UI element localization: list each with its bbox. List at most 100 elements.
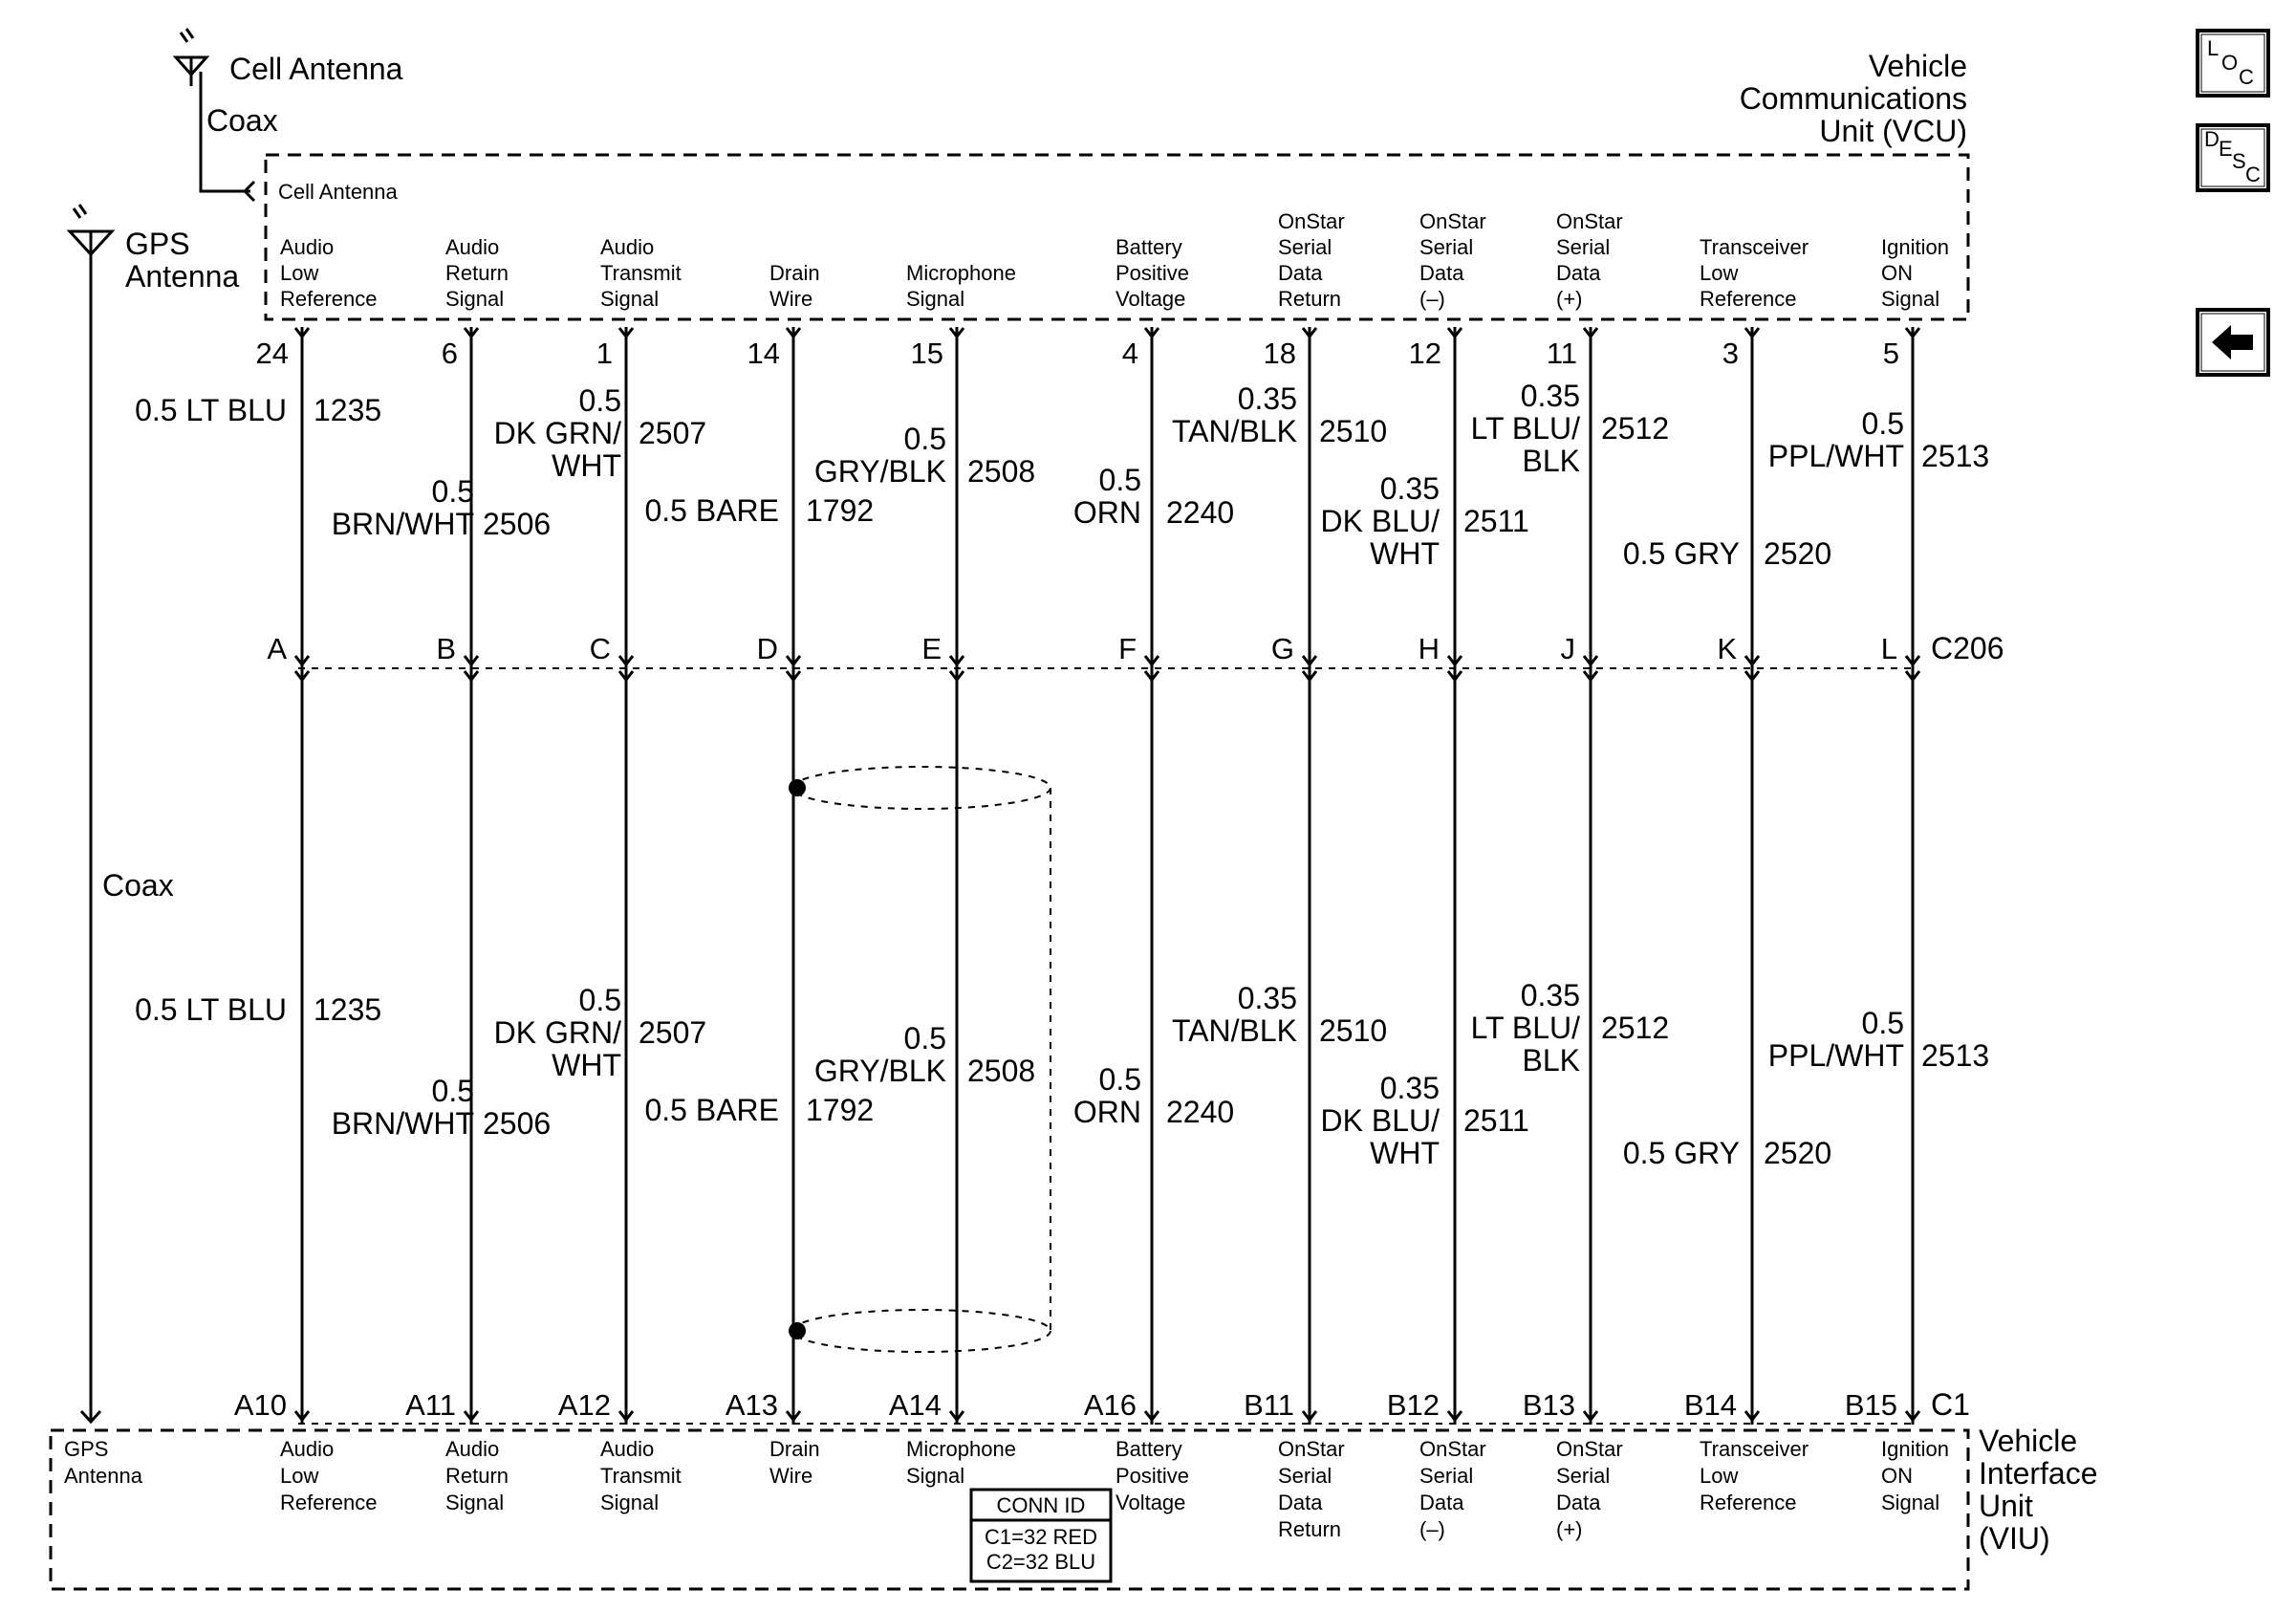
- circuit-c-viu-function-2: Signal: [600, 1491, 659, 1514]
- circuit-a-vcu-pin: 24: [256, 337, 289, 370]
- circuit-j-viu-pin: B13: [1523, 1388, 1575, 1422]
- circuit-e-vcu-pin: 15: [911, 337, 943, 370]
- circuit-h-viu-function-1: Serial: [1419, 1464, 1473, 1488]
- circuit-j-upper-circuit-number: 2512: [1601, 411, 1669, 446]
- cell-antenna-icon: [172, 28, 210, 86]
- circuit-b-lower-wire-label-0: 0.5: [432, 1074, 474, 1108]
- circuit-e-lower-circuit-number: 2508: [967, 1054, 1035, 1088]
- shield-drain-bottom-splice: [789, 1322, 806, 1339]
- circuit-d-viu-pin: A13: [726, 1388, 778, 1422]
- circuit-g-c206-terminal-bottom: [1301, 670, 1318, 683]
- circuit-l-vcu-function-2: Signal: [1881, 287, 1939, 311]
- circuit-c-vcu-terminal: [617, 327, 635, 339]
- circuit-g-vcu-pin: 18: [1264, 337, 1296, 370]
- circuit-j-vcu-function-0: OnStar: [1556, 209, 1623, 233]
- circuit-k-upper-circuit-number: 2520: [1764, 536, 1831, 571]
- circuit-a-lower-circuit-number: 1235: [314, 992, 381, 1027]
- back-button[interactable]: [2196, 308, 2270, 377]
- circuit-b-vcu-function-1: Return: [445, 261, 509, 285]
- circuit-e-viu-function-1: Signal: [906, 1464, 964, 1488]
- circuit-a-viu-function-2: Reference: [280, 1491, 378, 1514]
- circuit-a-c206-terminal-top: [293, 655, 311, 667]
- circuit-a-vcu-function-1: Low: [280, 261, 318, 285]
- circuit-e-c206-terminal-top: [948, 655, 965, 667]
- circuit-h-vcu-pin: 12: [1409, 337, 1441, 370]
- loc-button-frame[interactable]: [2196, 29, 2270, 98]
- circuit-l-vcu-function-0: Ignition: [1881, 235, 1949, 259]
- circuit-e-viu-pin: A14: [889, 1388, 942, 1422]
- circuit-l-vcu-terminal: [1904, 327, 1921, 339]
- circuit-b-c206-pin: B: [436, 632, 456, 665]
- circuit-h-viu-function-0: OnStar: [1419, 1437, 1486, 1461]
- circuit-f-upper-circuit-number: 2240: [1166, 495, 1234, 530]
- circuit-d-vcu-pin: 14: [747, 337, 780, 370]
- loc-button-o: O: [2221, 51, 2238, 75]
- circuit-k-lower-circuit-number: 2520: [1764, 1136, 1831, 1170]
- circuit-b-vcu-function-0: Audio: [445, 235, 499, 259]
- circuit-l-viu-function-1: ON: [1881, 1464, 1913, 1488]
- circuit-b-viu-terminal: [463, 1410, 480, 1423]
- circuit-a-vcu-function-2: Reference: [280, 287, 378, 311]
- circuit-e-c206-terminal-bottom: [948, 670, 965, 683]
- circuit-k-viu-terminal: [1744, 1410, 1761, 1423]
- circuit-a-c206-pin: A: [267, 632, 287, 665]
- gps-antenna-label-1: GPS: [125, 227, 190, 261]
- circuit-f-viu-pin: A16: [1084, 1388, 1137, 1422]
- back-arrow-icon: [2212, 325, 2253, 359]
- circuit-l-upper-wire-label-1: PPL/WHT: [1768, 439, 1904, 473]
- circuit-l-upper-wire-label-0: 0.5: [1862, 406, 1904, 441]
- circuit-j-c206-terminal-top: [1582, 655, 1599, 667]
- vcu-box: [264, 153, 1970, 321]
- circuit-j-lower-circuit-number: 2512: [1601, 1011, 1669, 1045]
- desc-button-d: D: [2204, 127, 2220, 151]
- cell-coax-label: Coax: [206, 103, 278, 138]
- circuit-h-viu-pin: B12: [1387, 1388, 1440, 1422]
- circuit-g-viu-function-2: Data: [1278, 1491, 1323, 1514]
- circuit-l-viu-pin: B15: [1845, 1388, 1897, 1422]
- circuit-f-lower-wire-label-1: ORN: [1073, 1095, 1141, 1129]
- circuit-g-vcu-function-0: OnStar: [1278, 209, 1345, 233]
- cell-coax-cable: [199, 72, 250, 193]
- gps-coax-label: Coax: [102, 868, 174, 903]
- loc-button-c: C: [2239, 65, 2254, 89]
- circuit-c-viu-function-0: Audio: [600, 1437, 654, 1461]
- circuit-c-upper-wire-label-1: DK GRN/: [494, 416, 621, 450]
- circuit-h-vcu-function-0: OnStar: [1419, 209, 1486, 233]
- vcu-cell-antenna-port: Cell Antenna: [278, 180, 399, 204]
- circuit-j-vcu-function-3: (+): [1556, 287, 1583, 311]
- circuit-h-vcu-function-1: Serial: [1419, 235, 1473, 259]
- loc-button[interactable]: L O C: [2196, 29, 2270, 98]
- circuit-c-lower-wire-label-2: WHT: [552, 1048, 621, 1082]
- circuit-a-upper-circuit-number: 1235: [314, 393, 381, 427]
- circuit-c-viu-function-1: Transmit: [600, 1464, 682, 1488]
- circuit-d-upper-circuit-number: 1792: [806, 493, 874, 528]
- circuit-g-vcu-terminal: [1301, 327, 1318, 339]
- circuit-b-vcu-pin: 6: [442, 337, 458, 370]
- desc-button[interactable]: D E S C: [2196, 123, 2270, 192]
- circuit-k-viu-function-2: Reference: [1700, 1491, 1797, 1514]
- circuit-k-lower-wire-label-0: 0.5 GRY: [1623, 1136, 1740, 1170]
- circuit-h-upper-circuit-number: 2511: [1463, 504, 1529, 538]
- shield-drain-top-splice: [789, 779, 806, 796]
- circuit-l-c206-terminal-top: [1904, 655, 1921, 667]
- circuit-f-viu-terminal: [1143, 1410, 1160, 1423]
- gps-coax-connector: [79, 1409, 102, 1425]
- circuit-d-viu-function-1: Wire: [769, 1464, 812, 1488]
- circuit-b-viu-function-2: Signal: [445, 1491, 504, 1514]
- circuit-h-viu-function-3: (–): [1419, 1517, 1445, 1541]
- desc-button-frame[interactable]: [2196, 123, 2270, 192]
- conn-id-frame: [969, 1488, 1113, 1583]
- circuit-e-lower-wire-label-0: 0.5: [904, 1021, 946, 1056]
- conn-id-line-1: C1=32 RED: [985, 1525, 1097, 1549]
- circuit-k-viu-pin: B14: [1684, 1388, 1737, 1422]
- conn-id-line-2: C2=32 BLU: [986, 1550, 1095, 1574]
- circuit-g-vcu-function-3: Return: [1278, 287, 1341, 311]
- circuit-g-viu-function-3: Return: [1278, 1517, 1341, 1541]
- circuit-j-viu-function-0: OnStar: [1556, 1437, 1623, 1461]
- cell-antenna-label: Cell Antenna: [229, 52, 403, 86]
- circuit-g-vcu-function-1: Serial: [1278, 235, 1332, 259]
- circuit-g-lower-circuit-number: 2510: [1319, 1013, 1387, 1048]
- circuit-b-vcu-function-2: Signal: [445, 287, 504, 311]
- circuit-c-lower-wire-label-1: DK GRN/: [494, 1015, 621, 1050]
- circuit-l-viu-terminal: [1904, 1410, 1921, 1423]
